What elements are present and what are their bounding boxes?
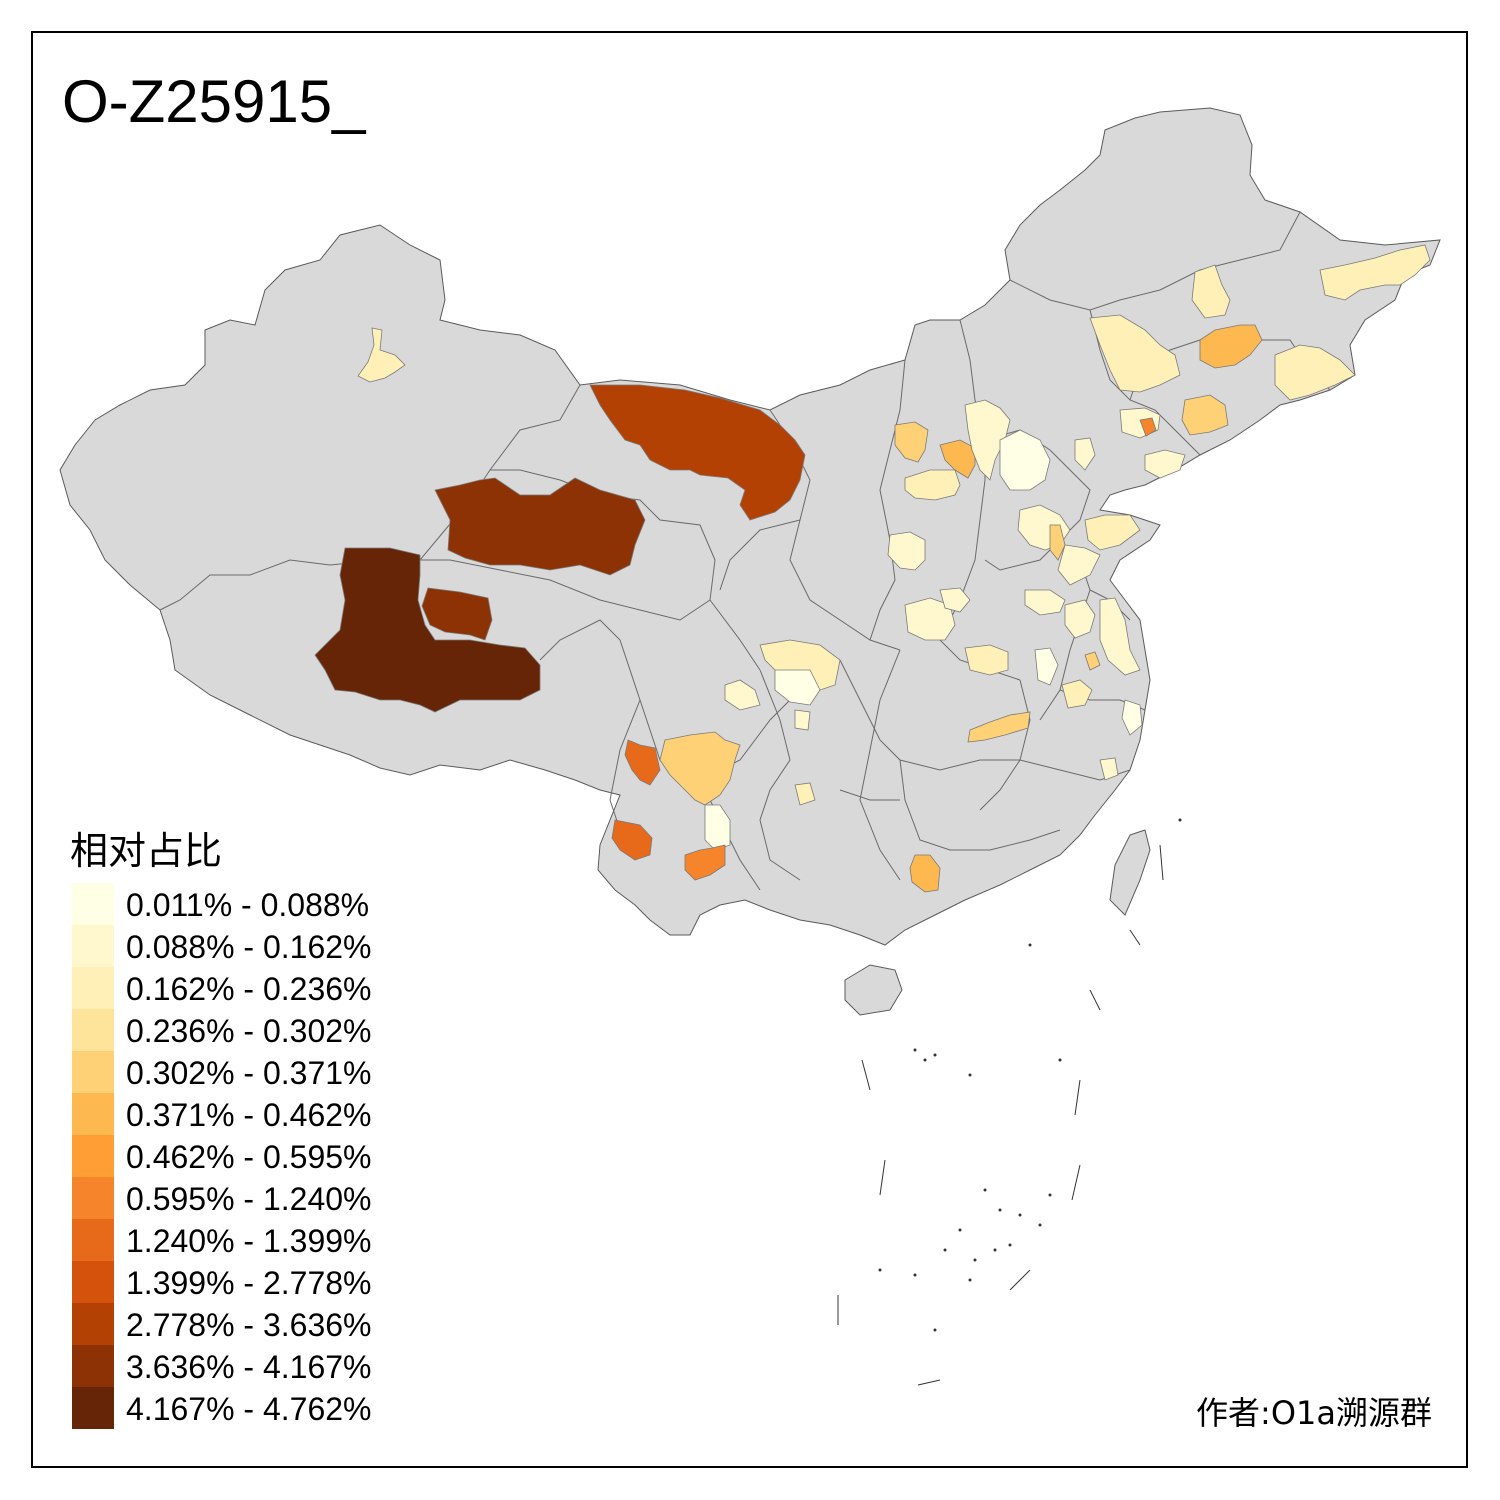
legend-swatch: [72, 1177, 114, 1219]
legend-label: 0.162% - 0.236%: [126, 971, 372, 1007]
legend-label: 0.462% - 0.595%: [126, 1139, 372, 1175]
legend-label: 4.167% - 4.762%: [126, 1391, 372, 1427]
legend-swatch: [72, 883, 114, 925]
legend-swatch: [72, 1135, 114, 1177]
legend-swatch: [72, 967, 114, 1009]
legend-swatch: [72, 1303, 114, 1345]
legend-swatch: [72, 1093, 114, 1135]
island-dots: [878, 818, 1182, 1332]
legend-label: 1.240% - 1.399%: [126, 1223, 372, 1259]
taiwan-island: [1109, 829, 1151, 916]
legend-label: 0.302% - 0.371%: [126, 1055, 372, 1091]
legend-swatch: [72, 1009, 114, 1051]
map-frame: [31, 31, 1468, 1468]
legend-label: 1.399% - 2.778%: [126, 1265, 372, 1301]
legend-title: 相对占比: [70, 829, 223, 873]
legend-label: 3.636% - 4.167%: [126, 1349, 372, 1385]
legend-swatch: [72, 1345, 114, 1387]
hainan-island: [844, 964, 903, 1016]
legend-swatch: [72, 1051, 114, 1093]
legend-swatch: [72, 1387, 114, 1429]
legend-label: 0.595% - 1.240%: [126, 1181, 372, 1217]
legend-label: 0.088% - 0.162%: [126, 929, 372, 965]
legend-swatch: [72, 1261, 114, 1303]
legend-label: 0.371% - 0.462%: [126, 1097, 372, 1133]
south-sea-islands: [837, 844, 1164, 1386]
china-landmass: [59, 107, 1441, 1016]
legend-label: 2.778% - 3.636%: [126, 1307, 372, 1343]
author-credit: 作者:O1a溯源群: [1196, 1394, 1432, 1432]
map-title: O-Z25915_: [62, 68, 366, 135]
legend-label: 0.011% - 0.088%: [126, 887, 370, 923]
highlighted-regions: [314, 244, 1431, 893]
legend-swatch: [72, 1219, 114, 1261]
legend-label: 0.236% - 0.302%: [126, 1013, 372, 1049]
legend-swatch: [72, 925, 114, 967]
